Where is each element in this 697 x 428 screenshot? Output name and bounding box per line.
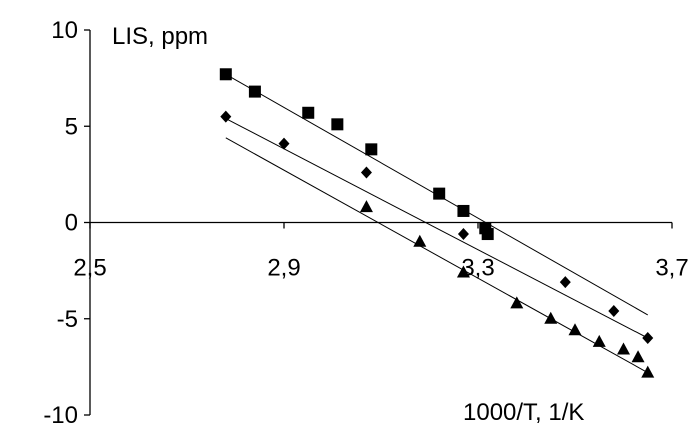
triangle-data-point [631, 350, 645, 363]
square-data-point [365, 143, 378, 156]
square-data-point [219, 68, 232, 81]
x-axis-title: 1000/T, 1/K [463, 399, 584, 426]
diamond-data-point [220, 110, 232, 123]
square-data-point [248, 85, 261, 98]
triangle-data-point [456, 265, 470, 278]
axes [89, 30, 672, 415]
diamond-data-point [278, 137, 290, 150]
triangle-data-point [568, 323, 582, 336]
triangle-data-point [544, 311, 558, 324]
y-tick-label: 0 [65, 210, 78, 237]
x-tick-label: 3,7 [655, 255, 688, 282]
y-axis-ticks: 10 5 0 -5 -10 [43, 17, 90, 428]
diamond-data-point [642, 332, 654, 344]
y-tick-label: -10 [43, 402, 78, 428]
diamond-data-point [360, 166, 372, 179]
y-tick-label: 5 [65, 113, 78, 140]
triangle-data-point [617, 342, 630, 355]
fit-lines [225, 73, 648, 374]
data-markers [219, 68, 655, 378]
x-axis-ticks: 2,5 2,9 3,3 3,7 [73, 222, 689, 282]
diamond-series-fit-line [225, 118, 648, 339]
diamond-data-point [608, 305, 620, 318]
y-tick-label: 10 [51, 17, 78, 44]
triangle-data-point [592, 334, 606, 347]
square-data-point [481, 228, 494, 241]
square-data-point [433, 187, 446, 200]
x-tick-label: 2,5 [73, 255, 106, 282]
y-tick-label: -5 [57, 306, 78, 333]
square-data-point [331, 118, 344, 131]
triangle-data-point [359, 200, 373, 213]
diamond-data-point [457, 228, 469, 241]
square-data-point [302, 106, 315, 119]
y-axis-title: LIS, ppm [112, 23, 208, 50]
triangle-data-point [413, 234, 427, 247]
triangle-data-point [510, 296, 524, 309]
square-data-point [457, 204, 470, 217]
x-tick-label: 2,9 [267, 255, 300, 282]
triangle-data-point [641, 365, 655, 378]
diamond-data-point [559, 276, 571, 289]
